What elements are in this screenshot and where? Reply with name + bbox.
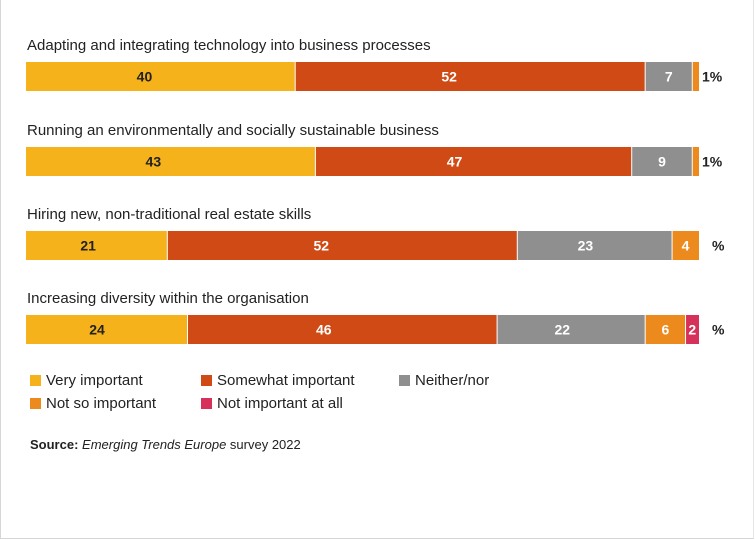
row-title: Increasing diversity within the organisa… xyxy=(27,290,309,307)
legend-item: Not so important xyxy=(30,395,156,412)
percent-label: % xyxy=(712,238,725,254)
row-title: Running an environmentally and socially … xyxy=(27,122,439,139)
legend-item: Neither/nor xyxy=(399,372,489,389)
bar-segment xyxy=(295,62,646,91)
source-prefix: Source: xyxy=(30,437,79,452)
segment-divider xyxy=(166,231,168,260)
bar-segment xyxy=(187,315,498,344)
segment-divider xyxy=(187,315,189,344)
data-label: 7 xyxy=(665,69,673,85)
source-note: Source: Emerging Trends Europe survey 20… xyxy=(30,437,301,452)
bar-segment xyxy=(517,231,673,260)
legend-swatch xyxy=(30,375,41,386)
data-label: 21 xyxy=(80,238,96,254)
data-label: 4 xyxy=(682,238,690,254)
legend-label: Not important at all xyxy=(217,395,343,412)
bar-segment xyxy=(26,62,296,91)
data-label: 47 xyxy=(447,154,463,170)
percent-label: 1% xyxy=(702,154,723,170)
bar-segment xyxy=(672,231,699,260)
legend-swatch xyxy=(201,375,212,386)
source-italic: Emerging Trends Europe xyxy=(82,437,227,452)
legend-label: Very important xyxy=(46,372,143,389)
legend-label: Somewhat important xyxy=(217,372,355,389)
bar-segment xyxy=(26,231,168,260)
segment-divider xyxy=(671,231,673,260)
source-suffix: survey 2022 xyxy=(226,437,301,452)
percent-label: 1% xyxy=(702,69,723,85)
segment-divider xyxy=(691,62,693,91)
row-title: Adapting and integrating technology into… xyxy=(27,37,431,54)
segment-divider xyxy=(516,231,518,260)
legend-item: Somewhat important xyxy=(201,372,355,389)
segment-divider xyxy=(496,315,498,344)
bar-segment xyxy=(315,147,632,176)
data-label: 22 xyxy=(554,322,570,338)
data-label: 52 xyxy=(314,238,330,254)
legend-label: Not so important xyxy=(46,395,157,412)
data-label: 9 xyxy=(658,154,666,170)
segment-divider xyxy=(644,315,646,344)
percent-label: % xyxy=(712,322,725,338)
bar-segment xyxy=(692,62,699,91)
segment-divider xyxy=(691,147,693,176)
legend-swatch xyxy=(399,375,410,386)
data-label: 52 xyxy=(441,69,457,85)
bar-segment xyxy=(167,231,518,260)
bar-segment xyxy=(26,147,316,176)
data-label: 43 xyxy=(146,154,162,170)
segment-divider xyxy=(314,147,316,176)
bar-segment xyxy=(645,315,686,344)
data-label: 2 xyxy=(688,322,696,338)
data-label: 46 xyxy=(316,322,332,338)
data-label: 23 xyxy=(578,238,594,254)
row-title: Hiring new, non-traditional real estate … xyxy=(27,206,311,223)
bar-segment xyxy=(631,147,693,176)
bar-segment xyxy=(497,315,646,344)
bar-segment xyxy=(685,315,699,344)
legend-label: Neither/nor xyxy=(415,372,490,389)
legend-swatch xyxy=(30,398,41,409)
segment-divider xyxy=(685,315,687,344)
segment-divider xyxy=(644,62,646,91)
stacked-bar-chart: Adapting and integrating technology into… xyxy=(26,37,725,344)
legend-item: Very important xyxy=(30,372,143,389)
segment-divider xyxy=(631,147,633,176)
data-label: 6 xyxy=(661,322,669,338)
legend-swatch xyxy=(201,398,212,409)
bar-segment xyxy=(692,147,699,176)
segment-divider xyxy=(294,62,296,91)
legend-item: Not important at all xyxy=(201,395,343,412)
bar-segment xyxy=(645,62,693,91)
data-label: 24 xyxy=(89,322,105,338)
data-label: 40 xyxy=(137,69,153,85)
bar-segment xyxy=(26,315,188,344)
